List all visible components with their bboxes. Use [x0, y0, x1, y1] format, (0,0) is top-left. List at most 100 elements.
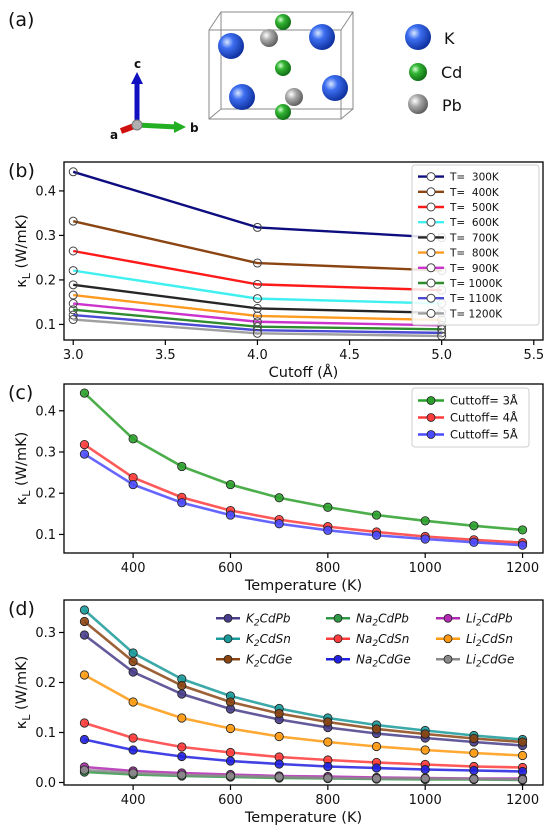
k-atom — [218, 33, 244, 59]
y-tick-label: 0.3 — [35, 229, 56, 244]
y-axis-label: κL (W/mK) — [14, 656, 33, 729]
data-point — [177, 742, 187, 752]
y-tick-label: 0.2 — [35, 487, 56, 502]
data-point — [252, 258, 262, 268]
series-line — [83, 673, 523, 757]
data-point — [128, 648, 138, 658]
legend-swatch-marker — [426, 187, 436, 197]
cd-atom — [275, 104, 291, 120]
legend-swatch-marker — [426, 396, 436, 405]
legend-swatch-marker — [426, 232, 436, 242]
legend-label: T= 800K — [449, 248, 500, 260]
data-point — [323, 717, 333, 727]
legend-swatch-marker — [426, 202, 436, 212]
data-point — [274, 772, 284, 782]
data-point — [68, 310, 78, 320]
legend-label: Cuttoff= 5Å — [450, 427, 518, 442]
series-t-1200k — [68, 315, 447, 341]
series-line — [83, 443, 523, 544]
data-point — [79, 765, 90, 775]
origin-atom — [131, 119, 143, 131]
y-tick-label: 0.2 — [35, 676, 56, 691]
series-line — [72, 170, 442, 239]
legend-swatch-marker — [426, 263, 436, 273]
cd-legend-label: Cd — [441, 63, 462, 82]
series-line — [84, 738, 523, 773]
x-tick-label: 1200 — [506, 561, 539, 576]
legend-label: K2CdPb — [246, 611, 291, 628]
legend-swatch-marker — [426, 293, 436, 303]
data-point — [225, 479, 236, 490]
data-point — [68, 266, 78, 276]
panel-label: (b) — [8, 160, 35, 182]
legend-label: Cuttoff= 4Å — [450, 410, 518, 425]
legend-swatch-marker — [426, 217, 436, 227]
legend-label: T= 700K — [449, 232, 500, 244]
data-point — [177, 713, 187, 723]
legend-label: Li2CdGe — [466, 652, 514, 669]
data-point — [128, 479, 138, 490]
x-tick-label: 4.0 — [247, 348, 268, 363]
pb-legend-label: Pb — [442, 96, 462, 115]
legend-label: T= 1200K — [449, 308, 503, 320]
data-point — [177, 770, 187, 780]
atoms — [218, 14, 348, 120]
series-line — [72, 249, 442, 292]
x-tick-label: 3.5 — [155, 348, 176, 363]
series-line — [83, 452, 523, 547]
legend: K2CdPb K2CdSn K2CdGe Na2CdPb Na2CdSn Na2CdGe L… — [216, 611, 514, 669]
legend-swatch-marker — [223, 654, 233, 664]
cd-atom — [275, 60, 291, 76]
data-point — [177, 498, 187, 508]
data-point — [323, 737, 333, 747]
data-point — [225, 510, 236, 520]
data-point — [177, 461, 187, 472]
k-atom — [309, 24, 335, 50]
data-point — [517, 774, 528, 785]
data-point — [371, 510, 382, 520]
data-point — [252, 294, 262, 304]
data-point — [371, 724, 382, 734]
k-atom — [322, 75, 348, 101]
data-point — [79, 734, 90, 745]
legend-label: T= 900K — [449, 263, 500, 275]
legend-label: Cuttoff= 3Å — [450, 393, 518, 408]
data-point — [371, 763, 382, 773]
x-tick-label: 1000 — [409, 793, 442, 808]
legend: Cuttoff= 3Å Cuttoff= 4Å Cuttoff= 5Å — [411, 387, 530, 448]
x-tick-label: 600 — [218, 793, 243, 808]
series-cuttoff-5- — [79, 449, 528, 550]
legend-swatch-marker — [333, 634, 343, 644]
data-point — [128, 745, 138, 755]
data-point — [225, 747, 236, 758]
series-li2cdsn — [79, 670, 528, 761]
y-tick-label: 0.2 — [35, 273, 56, 288]
data-point — [420, 764, 430, 775]
legend-label: Na2CdGe — [356, 652, 411, 669]
legend-swatch-marker — [426, 430, 436, 439]
series-line — [83, 620, 523, 744]
chart-panel-c: (c) 400 600 800 1000 1200 0.1 0.2 0.3 0.4 Temperat… — [8, 382, 544, 594]
k-legend-icon — [405, 24, 431, 50]
series-line — [84, 768, 523, 781]
x-tick-label: 5.5 — [523, 348, 544, 363]
data-point — [437, 328, 447, 338]
data-point — [225, 697, 236, 707]
plot-frame — [63, 383, 544, 554]
cell-edge — [340, 11, 354, 31]
series-line — [73, 283, 442, 315]
series-cuttoff-3- — [79, 388, 528, 535]
legend-box — [411, 164, 540, 326]
data-point — [274, 708, 284, 719]
data-point — [420, 534, 430, 544]
a-axis-label: a — [110, 128, 118, 142]
data-point — [517, 737, 528, 747]
legend-swatch-marker — [426, 413, 436, 422]
data-point — [469, 748, 479, 758]
legend-swatch-marker — [443, 634, 453, 644]
x-axis-label: Temperature (K) — [244, 578, 362, 594]
series-li2cdge — [79, 765, 528, 785]
data-point — [371, 773, 382, 784]
data-point — [252, 279, 262, 289]
